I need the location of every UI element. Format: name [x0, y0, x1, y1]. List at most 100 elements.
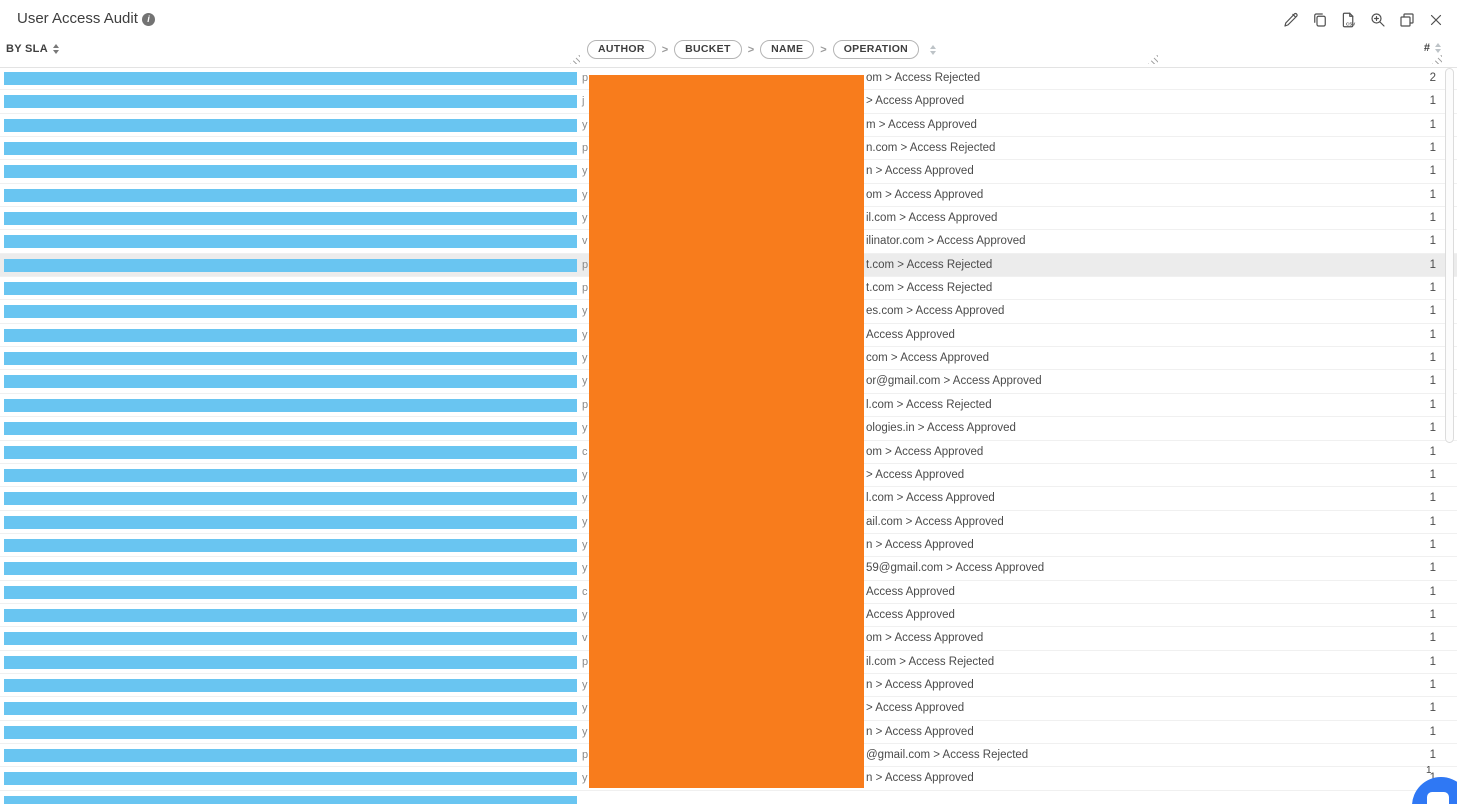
sla-bar-label: p: [582, 398, 589, 411]
sla-bar-label: y: [582, 678, 588, 691]
sort-carets-sla-icon[interactable]: [52, 44, 59, 54]
row-path: il.com > Access Rejected: [866, 655, 995, 668]
sla-bar-label: p: [582, 72, 589, 84]
sla-bar-partial: [4, 796, 577, 804]
sla-bar: [4, 702, 577, 716]
row-path: ilinator.com > Access Approved: [866, 235, 1026, 248]
sla-bar-label: y: [582, 188, 588, 201]
sla-bar: [4, 748, 577, 762]
sla-bar-label: p: [582, 655, 589, 668]
breadcrumb-separator: >: [747, 43, 755, 56]
row-path: t.com > Access Rejected: [866, 282, 993, 295]
count-header[interactable]: #: [1424, 42, 1441, 54]
row-path: com > Access Approved: [866, 352, 990, 365]
row-count: 1: [1429, 95, 1436, 108]
sla-bar-label: j: [582, 95, 585, 108]
row-count: 2: [1429, 72, 1436, 84]
row-path: n > Access Approved: [866, 538, 974, 551]
row-count: 1: [1429, 538, 1436, 551]
breadcrumb-separator: >: [661, 43, 669, 56]
sla-bar: [4, 655, 577, 669]
widget-toolbar: CSV: [1282, 11, 1445, 29]
export-csv-icon[interactable]: CSV: [1340, 11, 1358, 29]
sla-bar: [4, 328, 577, 342]
row-count: 1: [1429, 678, 1436, 691]
row-count: 1: [1429, 258, 1436, 271]
sla-bar-label: v: [582, 632, 588, 645]
sla-bar: [4, 445, 577, 459]
row-count: 1: [1429, 632, 1436, 645]
row-path: ologies.in > Access Approved: [866, 422, 1016, 435]
row-path: l.com > Access Rejected: [866, 398, 992, 411]
sla-bar: [4, 538, 577, 552]
column-resize-grip[interactable]: [570, 54, 580, 64]
sort-carets-operation-icon[interactable]: [930, 44, 937, 55]
row-path: 59@gmail.com > Access Approved: [866, 562, 1045, 575]
sla-bar: [4, 725, 577, 739]
row-path: > Access Approved: [866, 702, 965, 715]
sla-bar: [4, 492, 577, 506]
breadcrumb-author-pill[interactable]: AUTHOR: [587, 40, 656, 59]
breadcrumb-name-pill[interactable]: NAME: [760, 40, 815, 59]
copy-icon[interactable]: [1311, 11, 1329, 29]
row-count: 1: [1429, 142, 1436, 155]
row-path: il.com > Access Approved: [866, 212, 998, 225]
row-path: ail.com > Access Approved: [866, 515, 1004, 528]
sla-bar-label: v: [582, 235, 588, 248]
sla-bar: [4, 562, 577, 576]
sla-bar: [4, 375, 577, 389]
restore-window-icon[interactable]: [1398, 11, 1416, 29]
row-count: 1: [1429, 608, 1436, 621]
sla-bar-label: y: [582, 165, 588, 178]
row-path: Access Approved: [866, 608, 955, 621]
chat-bubble-icon: [1427, 792, 1449, 804]
page-title: User Access Audit: [17, 10, 138, 27]
info-icon[interactable]: i: [142, 13, 155, 26]
column-header-row: BY SLA AUTHOR > BUCKET > NAME > OPERATIO…: [0, 37, 1457, 68]
column-resize-grip[interactable]: [1148, 54, 1158, 64]
row-count: 1: [1429, 282, 1436, 295]
row-path: Access Approved: [866, 328, 955, 341]
row-count: 1: [1429, 725, 1436, 738]
row-path: n > Access Approved: [866, 772, 974, 785]
vertical-scrollbar-thumb[interactable]: [1445, 68, 1454, 443]
row-path: n.com > Access Rejected: [866, 142, 996, 155]
row-path: t.com > Access Rejected: [866, 258, 993, 271]
column-resize-grip[interactable]: [1432, 54, 1442, 64]
sla-bar-label: p: [582, 282, 589, 295]
sla-bar: [4, 305, 577, 319]
row-count: 1: [1429, 422, 1436, 435]
row-path: om > Access Approved: [866, 188, 984, 201]
row-path: > Access Approved: [866, 468, 965, 481]
by-sla-header[interactable]: BY SLA: [6, 43, 59, 55]
sla-bar-label: y: [582, 118, 588, 131]
row-path: m > Access Approved: [866, 118, 977, 131]
close-icon[interactable]: [1427, 11, 1445, 29]
row-path: Access Approved: [866, 585, 955, 598]
sla-bar-label: y: [582, 772, 588, 785]
sla-bar: [4, 632, 577, 646]
redaction-overlay: [589, 75, 864, 788]
zoom-in-icon[interactable]: [1369, 11, 1387, 29]
sla-bar-label: y: [582, 538, 588, 551]
row-count: 1: [1429, 655, 1436, 668]
row-count: 1: [1429, 118, 1436, 131]
row-count: 1: [1429, 748, 1436, 761]
row-count: 1: [1429, 515, 1436, 528]
edit-icon[interactable]: [1282, 11, 1300, 29]
row-count: 1: [1429, 328, 1436, 341]
sla-bar: [4, 258, 577, 272]
sla-bar-label: c: [582, 445, 588, 458]
breadcrumb-operation-pill[interactable]: OPERATION: [832, 40, 920, 59]
row-count: 1: [1429, 492, 1436, 505]
row-count: 1: [1429, 188, 1436, 201]
table-row[interactable]: y n > Access Approved 1: [0, 767, 1457, 791]
sla-bar: [4, 608, 577, 622]
sort-carets-count-icon[interactable]: [1435, 43, 1441, 53]
row-count: 1: [1429, 398, 1436, 411]
row-path: @gmail.com > Access Rejected: [866, 748, 1029, 761]
breadcrumb-bucket-pill[interactable]: BUCKET: [674, 40, 742, 59]
sla-bar-label: y: [582, 702, 588, 715]
row-path: om > Access Rejected: [866, 72, 981, 84]
sla-bar-label: y: [582, 375, 588, 388]
